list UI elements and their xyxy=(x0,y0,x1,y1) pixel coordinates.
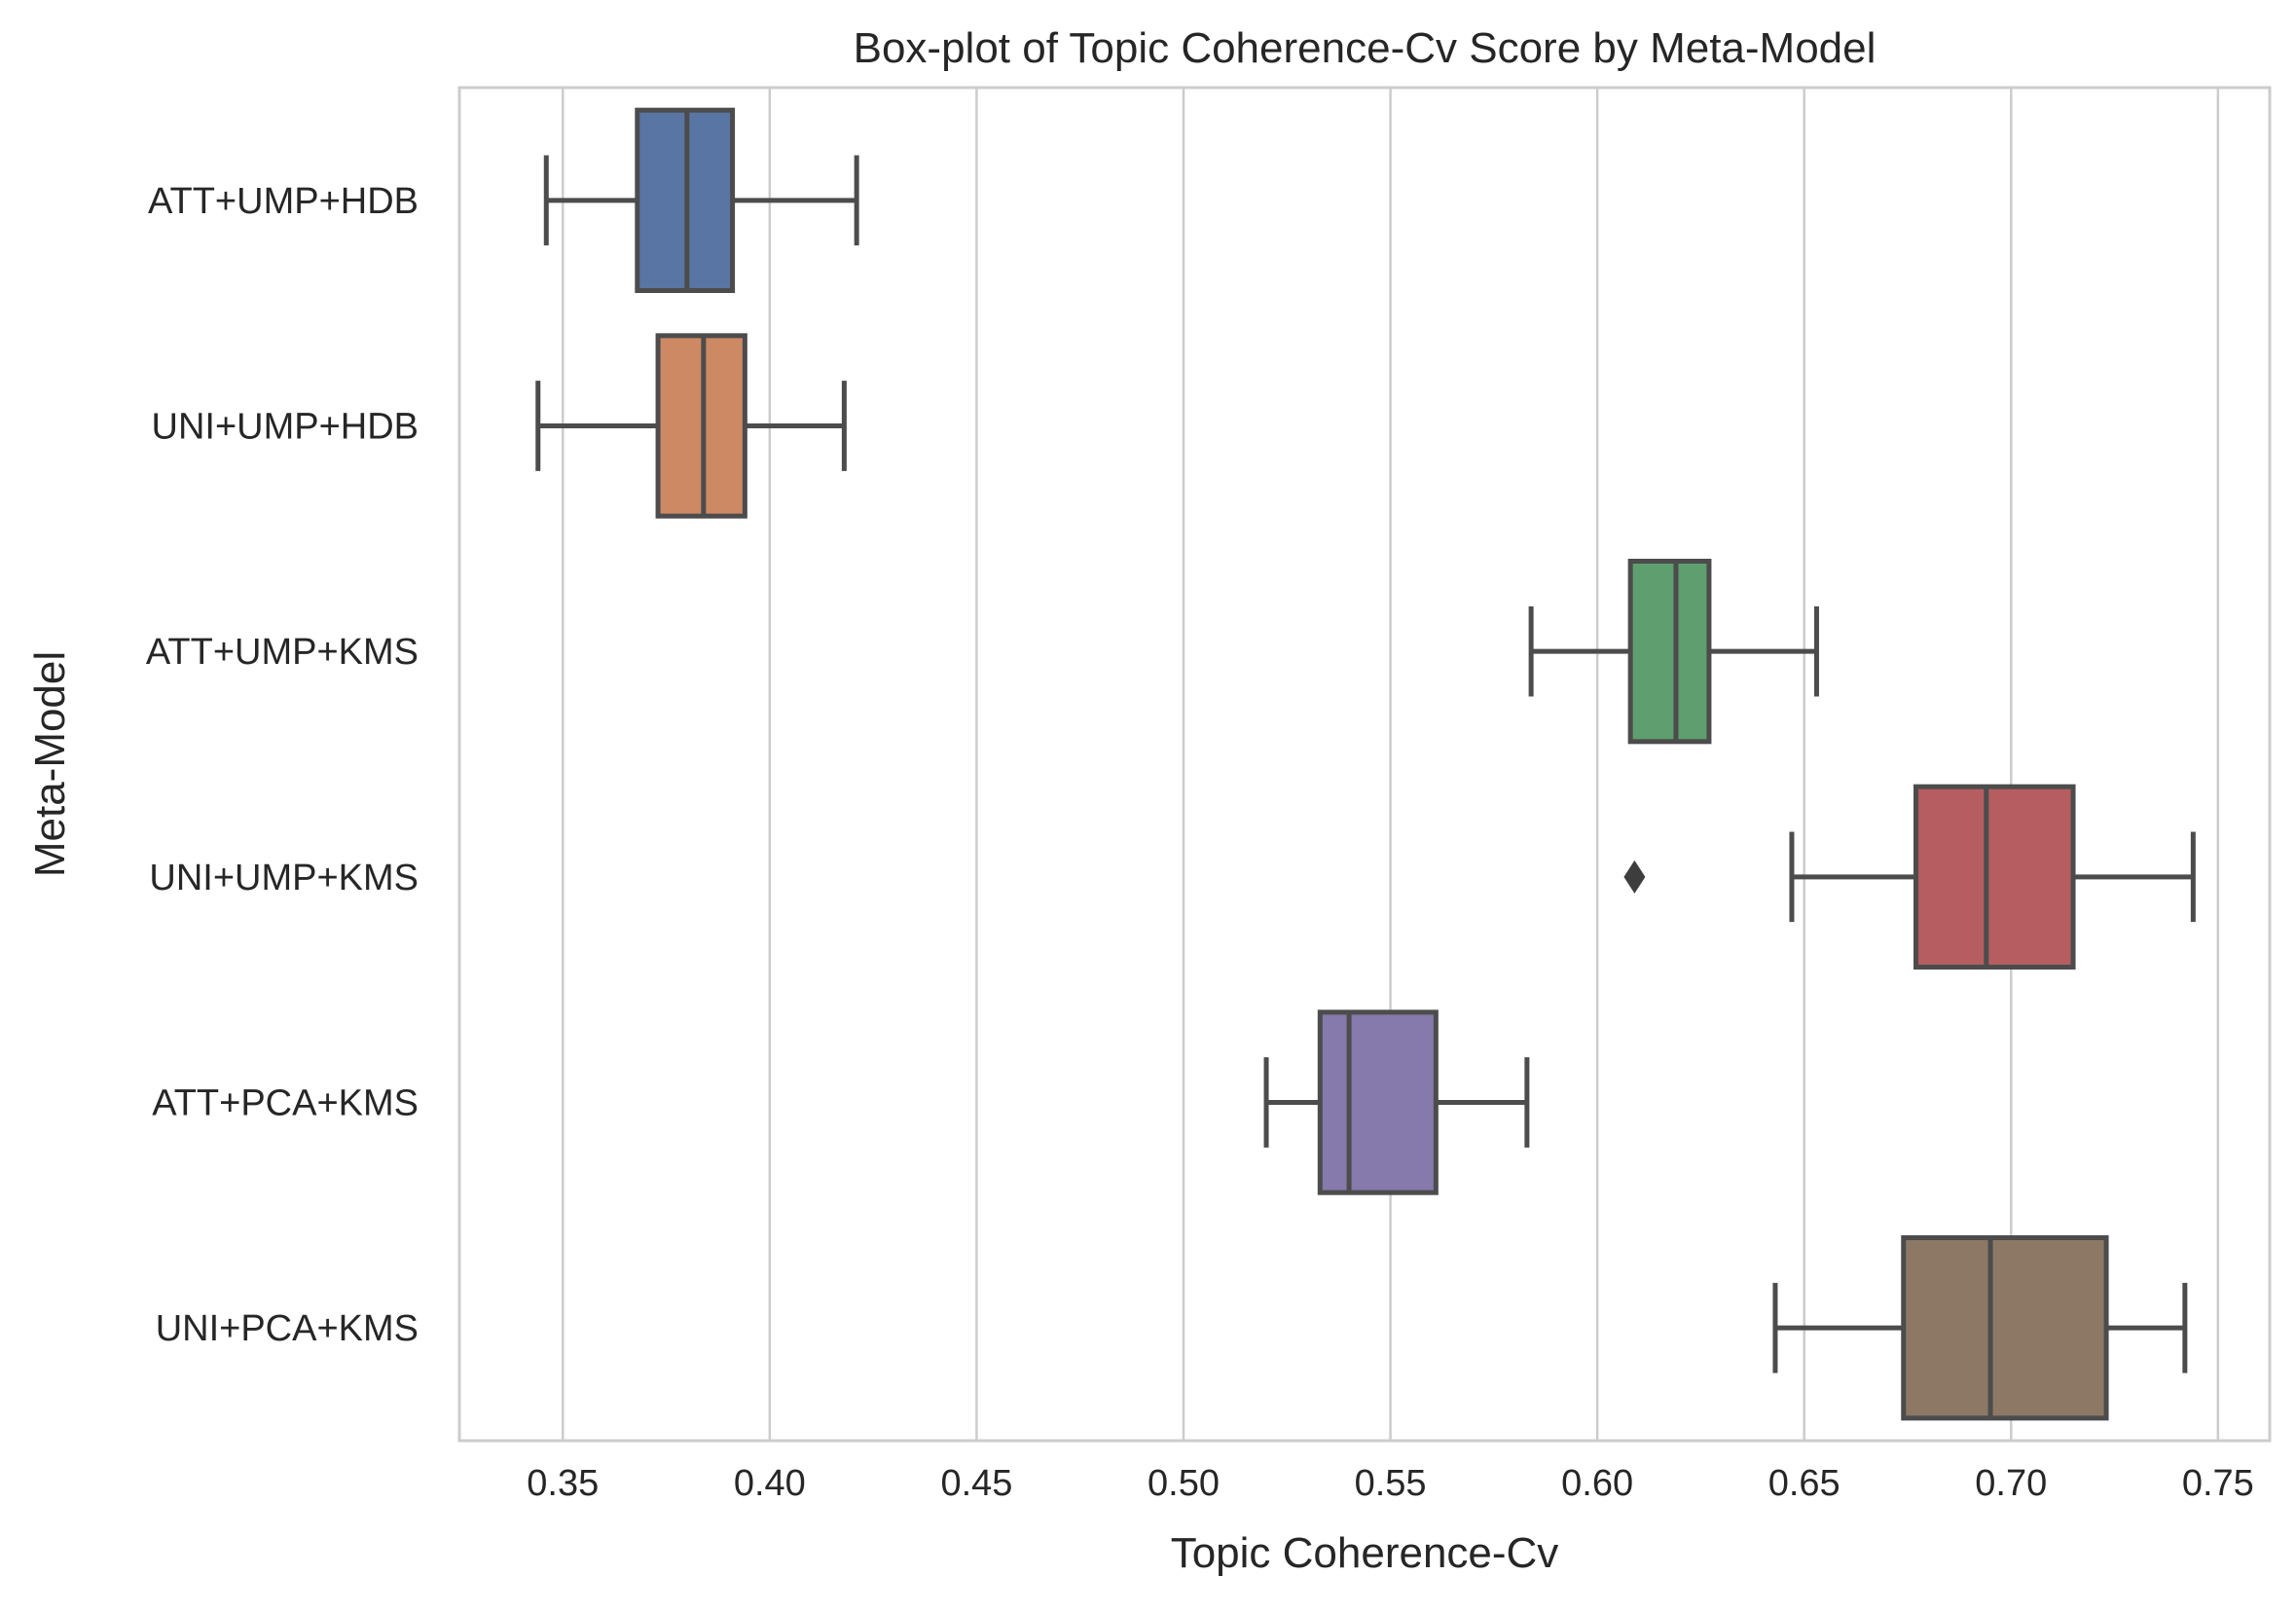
grid-layer xyxy=(562,88,2220,1441)
box-group xyxy=(1623,784,2196,971)
y-category-label: ATT+PCA+KMS xyxy=(152,1083,419,1124)
y-category-label: UNI+UMP+KMS xyxy=(149,858,419,898)
box-group xyxy=(1263,1009,1530,1195)
x-tick-label: 0.60 xyxy=(1561,1463,1633,1504)
outlier-marker xyxy=(1623,860,1646,894)
y-axis-label: Meta-Model xyxy=(26,651,74,877)
x-tick-label: 0.45 xyxy=(940,1463,1012,1504)
y-category-labels: ATT+UMP+HDB UNI+UMP+HDB ATT+UMP+KMS UNI+UMP… xyxy=(146,181,419,1349)
iqr-box xyxy=(1913,784,2076,971)
x-tick-label: 0.40 xyxy=(734,1463,806,1504)
x-tick-label: 0.65 xyxy=(1768,1463,1840,1504)
x-tick-label: 0.75 xyxy=(2182,1463,2254,1504)
plot-frame xyxy=(457,86,2272,1443)
y-category-label: UNI+UMP+HDB xyxy=(152,407,419,448)
x-tick-label: 0.70 xyxy=(1975,1463,2047,1504)
iqr-box xyxy=(1627,559,1712,745)
box-group xyxy=(1772,1235,2188,1421)
y-category-label: ATT+UMP+KMS xyxy=(146,632,419,673)
iqr-box xyxy=(1317,1009,1439,1195)
box-group xyxy=(1528,559,1819,745)
x-tick-label: 0.50 xyxy=(1148,1463,1220,1504)
box-group xyxy=(535,333,847,519)
y-category-label: ATT+UMP+HDB xyxy=(148,181,419,222)
x-tick-label: 0.35 xyxy=(527,1463,599,1504)
box-group xyxy=(543,107,859,293)
x-axis-label: Topic Coherence-Cv xyxy=(1171,1529,1559,1577)
x-tick-label: 0.55 xyxy=(1355,1463,1427,1504)
box-layer xyxy=(535,107,2196,1421)
chart-title: Box-plot of Topic Coherence-Cv Score by … xyxy=(854,24,1877,72)
y-category-label: UNI+PCA+KMS xyxy=(156,1308,419,1349)
x-tick-labels: 0.35 0.40 0.45 0.50 0.55 0.60 0.65 0.70 0.75 xyxy=(527,1463,2254,1504)
iqr-box xyxy=(1901,1235,2109,1421)
